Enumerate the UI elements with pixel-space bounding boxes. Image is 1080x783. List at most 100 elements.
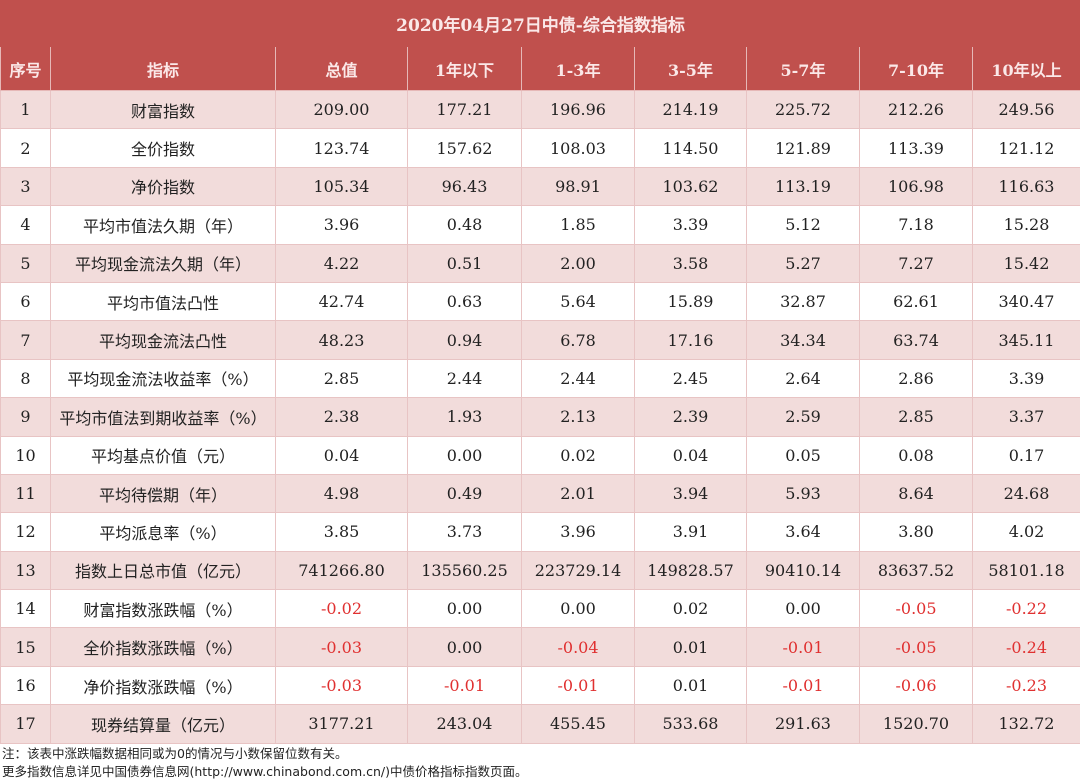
column-header: 10年以上 (972, 46, 1080, 91)
row-index: 14 (0, 589, 51, 629)
value-cell: 3.73 (407, 512, 522, 552)
header-row: 序号 指标 总值 1年以下 1-3年 3-5年 5-7年 7-10年 10年以上 (0, 46, 1080, 91)
value-cell: 340.47 (972, 281, 1080, 322)
note-line: 更多指数信息详见中国债券信息网(http://www.chinabond.com… (2, 763, 528, 779)
value-cell: -0.01 (407, 665, 522, 706)
value-cell: 0.17 (972, 435, 1080, 475)
indicator-name: 净价指数 (50, 166, 276, 207)
row-index: 17 (0, 704, 51, 744)
value-cell: -0.05 (859, 589, 973, 629)
value-cell: 0.00 (746, 589, 860, 629)
table-row: 8 平均现金流法收益率（%） 2.85 2.44 2.44 2.45 2.64 2.86 3.3… (0, 358, 1080, 399)
value-cell: 7.18 (859, 205, 973, 245)
value-cell: 2.64 (746, 358, 860, 399)
row-index: 9 (0, 397, 51, 437)
value-cell: 249.56 (972, 89, 1080, 130)
value-cell: 113.19 (746, 166, 860, 207)
value-cell: 58101.18 (972, 550, 1080, 591)
value-cell: 1.85 (521, 205, 635, 245)
value-cell: 291.63 (746, 704, 860, 744)
indicator-name: 全价指数 (50, 128, 276, 168)
value-cell: 196.96 (521, 89, 635, 130)
value-cell: 0.04 (634, 435, 747, 475)
value-cell: -0.03 (275, 627, 408, 667)
value-cell: 243.04 (407, 704, 522, 744)
column-header: 7-10年 (859, 46, 973, 91)
value-cell: 5.64 (521, 281, 635, 322)
value-cell: 116.63 (972, 166, 1080, 207)
column-header: 指标 (50, 46, 276, 91)
row-index: 10 (0, 435, 51, 475)
row-index: 2 (0, 128, 51, 168)
value-cell: 15.42 (972, 243, 1080, 283)
value-cell: 149828.57 (634, 550, 747, 591)
indicator-name: 财富指数 (50, 89, 276, 130)
value-cell: 106.98 (859, 166, 973, 207)
value-cell: 34.34 (746, 320, 860, 360)
indicator-name: 现券结算量（亿元） (50, 704, 276, 744)
value-cell: 62.61 (859, 281, 973, 322)
value-cell: 3.64 (746, 512, 860, 552)
indicator-name: 平均基点价值（元） (50, 435, 276, 475)
value-cell: 15.28 (972, 205, 1080, 245)
value-cell: -0.01 (746, 665, 860, 706)
value-cell: 223729.14 (521, 550, 635, 591)
value-cell: 2.39 (634, 397, 747, 437)
value-cell: 15.89 (634, 281, 747, 322)
value-cell: 2.00 (521, 243, 635, 283)
value-cell: 2.59 (746, 397, 860, 437)
value-cell: 121.89 (746, 128, 860, 168)
indicator-name: 财富指数涨跌幅（%） (50, 589, 276, 629)
value-cell: 2.85 (859, 397, 973, 437)
value-cell: 0.01 (634, 665, 747, 706)
value-cell: -0.05 (859, 627, 973, 667)
value-cell: 212.26 (859, 89, 973, 130)
table-row: 16 净价指数涨跌幅（%） -0.03 -0.01 -0.01 0.01 -0.01 -0.0… (0, 665, 1080, 706)
value-cell: 48.23 (275, 320, 408, 360)
value-cell: 1520.70 (859, 704, 973, 744)
value-cell: 0.00 (521, 589, 635, 629)
value-cell: 0.02 (634, 589, 747, 629)
value-cell: 135560.25 (407, 550, 522, 591)
value-cell: -0.01 (746, 627, 860, 667)
table-row: 6 平均市值法凸性 42.74 0.63 5.64 15.89 32.87 62.61 340.… (0, 281, 1080, 322)
value-cell: 3.58 (634, 243, 747, 283)
value-cell: 0.94 (407, 320, 522, 360)
value-cell: 2.44 (521, 358, 635, 399)
value-cell: 8.64 (859, 473, 973, 514)
value-cell: 3.39 (634, 205, 747, 245)
column-header: 5-7年 (746, 46, 860, 91)
value-cell: -0.04 (521, 627, 635, 667)
value-cell: 3.91 (634, 512, 747, 552)
value-cell: 98.91 (521, 166, 635, 207)
indicator-name: 平均市值法凸性 (50, 281, 276, 322)
row-index: 8 (0, 358, 51, 399)
value-cell: 3.80 (859, 512, 973, 552)
table-row: 4 平均市值法久期（年） 3.96 0.48 1.85 3.39 5.12 7.18 15.28 (0, 205, 1080, 245)
value-cell: 2.85 (275, 358, 408, 399)
value-cell: 6.78 (521, 320, 635, 360)
index-table: 2020年04月27日中债-综合指数指标 序号 指标 总值 1年以下 1-3年 3-5年 5… (0, 0, 1080, 744)
row-index: 11 (0, 473, 51, 514)
value-cell: 4.02 (972, 512, 1080, 552)
table-row: 14 财富指数涨跌幅（%） -0.02 0.00 0.00 0.02 0.00 -0.05 -0… (0, 589, 1080, 629)
table-row: 1 财富指数 209.00 177.21 196.96 214.19 225.72 212.2… (0, 89, 1080, 130)
value-cell: 2.13 (521, 397, 635, 437)
value-cell: 105.34 (275, 166, 408, 207)
note-line: 注：该表中涨跌幅数据相同或为0的情况与小数保留位数有关。 (2, 745, 348, 761)
value-cell: 3.94 (634, 473, 747, 514)
value-cell: 123.74 (275, 128, 408, 168)
table-row: 11 平均待偿期（年） 4.98 0.49 2.01 3.94 5.93 8.64 24.68 (0, 473, 1080, 514)
value-cell: -0.22 (972, 589, 1080, 629)
value-cell: 63.74 (859, 320, 973, 360)
value-cell: 5.27 (746, 243, 860, 283)
value-cell: -0.23 (972, 665, 1080, 706)
indicator-name: 平均待偿期（年） (50, 473, 276, 514)
value-cell: -0.01 (521, 665, 635, 706)
value-cell: 7.27 (859, 243, 973, 283)
value-cell: 83637.52 (859, 550, 973, 591)
table-row: 10 平均基点价值（元） 0.04 0.00 0.02 0.04 0.05 0.08 0.17 (0, 435, 1080, 475)
value-cell: 2.01 (521, 473, 635, 514)
column-header: 序号 (0, 46, 51, 91)
value-cell: 3.85 (275, 512, 408, 552)
